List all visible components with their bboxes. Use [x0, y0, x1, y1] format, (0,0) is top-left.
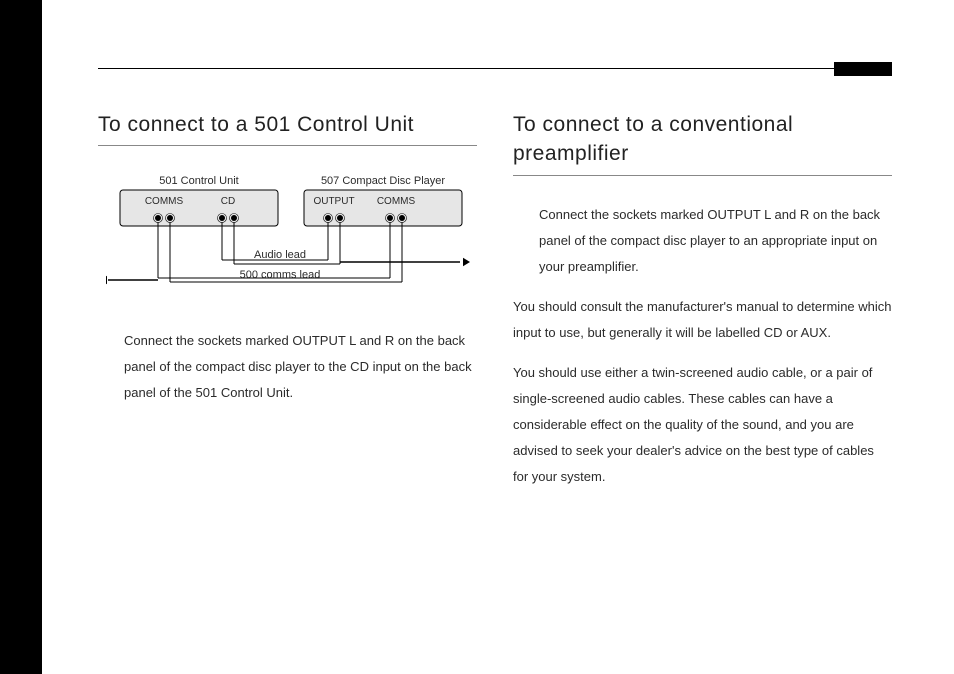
- connection-diagram: 501 Control Unit COMMS CD 507 Compact Disc …: [98, 172, 477, 302]
- heading-left: To connect to a 501 Control Unit: [98, 110, 477, 146]
- right-column: To connect to a conventional preamplifie…: [513, 110, 892, 504]
- body-paragraph: You should use either a twin-screened au…: [513, 360, 892, 490]
- content-columns: To connect to a 501 Control Unit 501 Con…: [98, 110, 892, 504]
- svg-text:COMMS: COMMS: [145, 196, 184, 207]
- svg-text:COMMS: COMMS: [377, 196, 416, 207]
- body-paragraph: Connect the sockets marked OUTPUT L and …: [513, 202, 892, 280]
- svg-text:500 comms lead: 500 comms lead: [240, 269, 321, 281]
- svg-text:OUTPUT: OUTPUT: [313, 196, 354, 207]
- body-paragraph: Connect the sockets marked OUTPUT L and …: [98, 328, 477, 406]
- svg-text:CD: CD: [221, 196, 235, 207]
- diagram-svg: 501 Control Unit COMMS CD 507 Compact Disc …: [106, 172, 476, 302]
- body-paragraph: You should consult the manufacturer's ma…: [513, 294, 892, 346]
- left-column: To connect to a 501 Control Unit 501 Con…: [98, 110, 477, 504]
- svg-text:507 Compact Disc Player: 507 Compact Disc Player: [321, 175, 445, 187]
- heading-right: To connect to a conventional preamplifie…: [513, 110, 892, 176]
- right-thumb-tab: [834, 62, 892, 76]
- left-margin-bar: [0, 0, 42, 674]
- top-rule: [98, 68, 892, 69]
- svg-text:Audio lead: Audio lead: [254, 249, 306, 261]
- svg-text:501 Control Unit: 501 Control Unit: [159, 175, 239, 187]
